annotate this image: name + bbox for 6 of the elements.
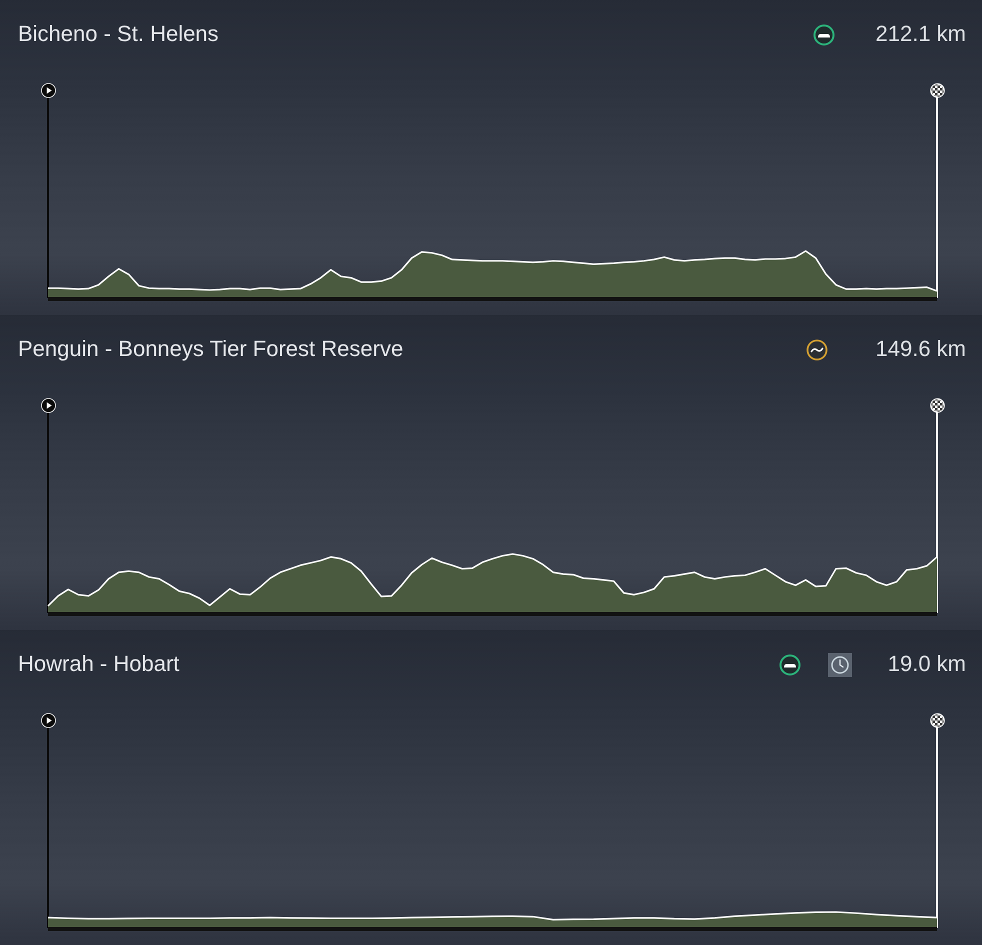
text: 19.0 km bbox=[888, 650, 966, 678]
chart-title: Howrah - Hobart bbox=[18, 650, 180, 678]
chart-title: Bicheno - St. Helens bbox=[18, 20, 219, 48]
text: 149.6 km bbox=[876, 335, 966, 363]
text: 212.1 km bbox=[876, 20, 966, 48]
chart-title: Penguin - Bonneys Tier Forest Reserve bbox=[18, 335, 404, 363]
